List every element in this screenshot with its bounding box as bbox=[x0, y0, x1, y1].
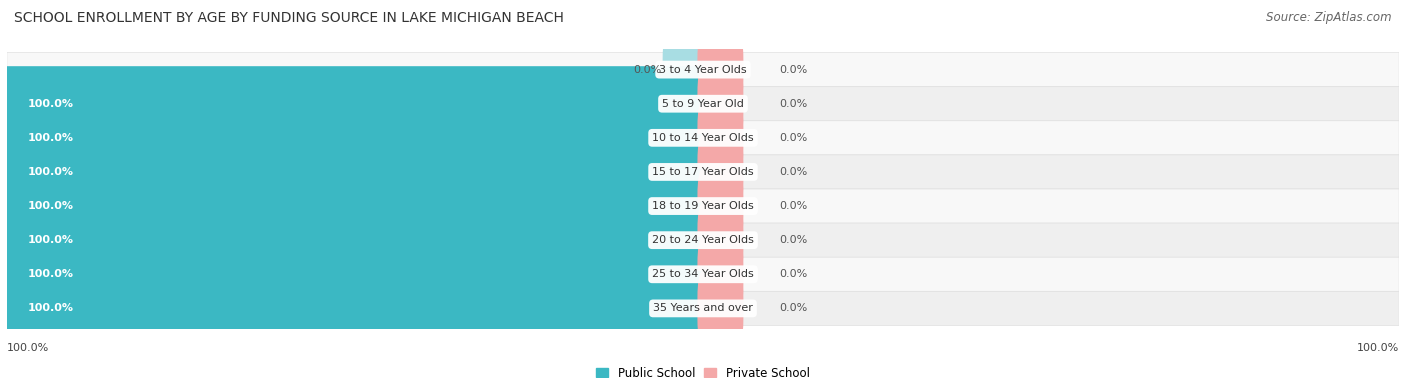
Text: 100.0%: 100.0% bbox=[28, 235, 75, 245]
Text: 25 to 34 Year Olds: 25 to 34 Year Olds bbox=[652, 269, 754, 279]
FancyBboxPatch shape bbox=[7, 155, 1399, 189]
Text: 0.0%: 0.0% bbox=[779, 99, 808, 109]
Text: 15 to 17 Year Olds: 15 to 17 Year Olds bbox=[652, 167, 754, 177]
FancyBboxPatch shape bbox=[697, 271, 744, 346]
Text: 0.0%: 0.0% bbox=[779, 65, 808, 74]
Text: 5 to 9 Year Old: 5 to 9 Year Old bbox=[662, 99, 744, 109]
FancyBboxPatch shape bbox=[7, 223, 1399, 257]
FancyBboxPatch shape bbox=[697, 100, 744, 175]
Legend: Public School, Private School: Public School, Private School bbox=[592, 362, 814, 378]
Text: 100.0%: 100.0% bbox=[28, 167, 75, 177]
Text: 100.0%: 100.0% bbox=[28, 269, 75, 279]
Text: 3 to 4 Year Olds: 3 to 4 Year Olds bbox=[659, 65, 747, 74]
FancyBboxPatch shape bbox=[1, 135, 709, 209]
Text: 0.0%: 0.0% bbox=[779, 269, 808, 279]
FancyBboxPatch shape bbox=[7, 291, 1399, 325]
FancyBboxPatch shape bbox=[7, 87, 1399, 121]
Text: 35 Years and over: 35 Years and over bbox=[652, 304, 754, 313]
FancyBboxPatch shape bbox=[1, 100, 709, 175]
Text: 0.0%: 0.0% bbox=[779, 235, 808, 245]
FancyBboxPatch shape bbox=[1, 203, 709, 278]
FancyBboxPatch shape bbox=[7, 257, 1399, 291]
FancyBboxPatch shape bbox=[697, 32, 744, 107]
Text: 100.0%: 100.0% bbox=[1357, 342, 1399, 353]
Text: 0.0%: 0.0% bbox=[779, 133, 808, 143]
FancyBboxPatch shape bbox=[1, 66, 709, 141]
Text: 18 to 19 Year Olds: 18 to 19 Year Olds bbox=[652, 201, 754, 211]
FancyBboxPatch shape bbox=[697, 135, 744, 209]
Text: 0.0%: 0.0% bbox=[779, 201, 808, 211]
FancyBboxPatch shape bbox=[1, 271, 709, 346]
Text: 0.0%: 0.0% bbox=[633, 65, 661, 74]
Text: 100.0%: 100.0% bbox=[28, 99, 75, 109]
FancyBboxPatch shape bbox=[662, 32, 709, 107]
Text: 0.0%: 0.0% bbox=[779, 167, 808, 177]
Text: SCHOOL ENROLLMENT BY AGE BY FUNDING SOURCE IN LAKE MICHIGAN BEACH: SCHOOL ENROLLMENT BY AGE BY FUNDING SOUR… bbox=[14, 11, 564, 25]
Text: 100.0%: 100.0% bbox=[28, 133, 75, 143]
FancyBboxPatch shape bbox=[7, 53, 1399, 87]
FancyBboxPatch shape bbox=[697, 66, 744, 141]
Text: 100.0%: 100.0% bbox=[7, 342, 49, 353]
Text: 100.0%: 100.0% bbox=[28, 201, 75, 211]
FancyBboxPatch shape bbox=[697, 203, 744, 278]
FancyBboxPatch shape bbox=[697, 237, 744, 312]
Text: 100.0%: 100.0% bbox=[28, 304, 75, 313]
FancyBboxPatch shape bbox=[7, 121, 1399, 155]
Text: Source: ZipAtlas.com: Source: ZipAtlas.com bbox=[1267, 11, 1392, 24]
FancyBboxPatch shape bbox=[697, 169, 744, 243]
FancyBboxPatch shape bbox=[1, 237, 709, 312]
Text: 20 to 24 Year Olds: 20 to 24 Year Olds bbox=[652, 235, 754, 245]
Text: 10 to 14 Year Olds: 10 to 14 Year Olds bbox=[652, 133, 754, 143]
FancyBboxPatch shape bbox=[7, 189, 1399, 223]
FancyBboxPatch shape bbox=[1, 169, 709, 243]
Text: 0.0%: 0.0% bbox=[779, 304, 808, 313]
